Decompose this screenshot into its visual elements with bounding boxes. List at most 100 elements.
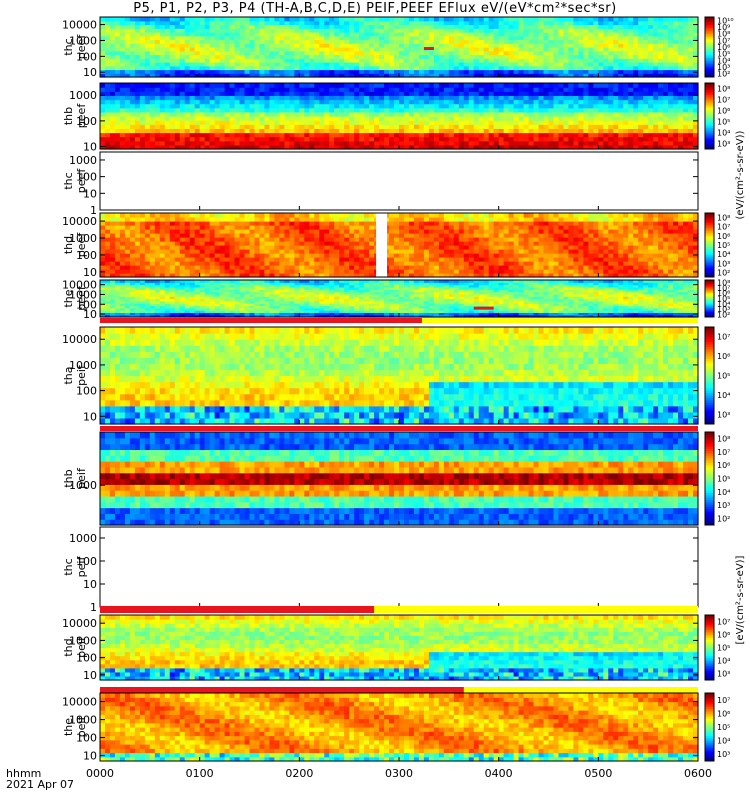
spectrogram-cell	[129, 269, 136, 274]
spectrogram-cell	[204, 221, 211, 226]
spectrogram-cell	[463, 144, 470, 150]
spectrogram-cell	[403, 269, 410, 274]
spectrogram-cell	[483, 132, 490, 138]
spectrogram-cell	[623, 83, 629, 88]
spectrogram-cell	[189, 217, 196, 222]
spectrogram-cell	[553, 120, 560, 125]
spectrogram-cell	[309, 265, 315, 270]
spectrogram-cell	[493, 116, 500, 121]
panel-label-product: peef	[75, 168, 88, 194]
spectrogram-cell	[463, 91, 470, 96]
spectrogram-cell	[648, 120, 654, 125]
spectrogram-cell	[169, 213, 176, 218]
spectrogram-cell	[408, 144, 415, 150]
spectrogram-cell	[264, 128, 271, 134]
spectrogram-cell	[618, 140, 624, 146]
spectrogram-cell	[134, 91, 141, 96]
spectrogram-cell	[249, 120, 256, 125]
spectrogram-cell	[553, 87, 560, 92]
spectrogram-cell	[384, 83, 390, 88]
spectrogram-cell	[124, 269, 131, 274]
spectrogram-cell	[394, 28, 400, 33]
spectrogram-cell	[209, 87, 216, 92]
spectrogram-cell	[598, 107, 604, 113]
spectrogram-cell	[334, 43, 340, 48]
spectrogram-cell	[663, 120, 669, 125]
spectrogram-cell	[329, 83, 335, 88]
spectrogram-cell	[134, 249, 141, 254]
spectrogram-cell	[463, 111, 470, 117]
spectrogram-cell	[668, 111, 674, 117]
spectrogram-cell	[558, 120, 565, 125]
spectrogram-cell	[403, 261, 410, 266]
spectrogram-cell	[154, 103, 161, 109]
spectrogram-cell	[508, 35, 515, 41]
spectrogram-cell	[513, 128, 520, 134]
spectrogram-cell	[344, 39, 350, 44]
spectrogram-cell	[528, 103, 535, 109]
spectrogram-cell	[149, 32, 156, 37]
spectrogram-cell	[169, 116, 176, 121]
spectrogram-cell	[194, 95, 201, 101]
spectrogram-cell	[274, 217, 280, 222]
spectrogram-cell	[389, 233, 395, 238]
spectrogram-cell	[209, 65, 216, 71]
spectrogram-cell	[668, 28, 674, 33]
spectrogram-cell	[279, 229, 285, 234]
colorbar-tick-label: 10⁴	[717, 56, 730, 65]
spectrogram-cell	[593, 39, 599, 44]
spectrogram-cell	[518, 65, 525, 71]
spectrogram-cell	[518, 47, 525, 52]
spectrogram-cell	[488, 140, 495, 146]
spectrogram-cell	[389, 269, 395, 274]
spectrogram-cell	[349, 229, 355, 234]
spectrogram-cell	[284, 39, 290, 44]
spectrogram-cell	[269, 241, 276, 246]
spectrogram-cell	[199, 28, 206, 33]
spectrogram-cell	[508, 91, 515, 96]
spectrogram-cell	[478, 39, 485, 44]
spectrogram-cell	[224, 58, 231, 63]
spectrogram-cell	[374, 111, 380, 117]
spectrogram-cell	[588, 20, 594, 26]
spectrogram-cell	[543, 47, 550, 52]
spectrogram-cell	[379, 35, 385, 41]
spectrogram-cell	[354, 225, 360, 230]
spectrogram-cell	[543, 62, 550, 67]
spectrogram-cell	[643, 35, 649, 41]
spectrogram-cell	[209, 111, 216, 117]
spectrogram-cell	[319, 107, 325, 113]
spectrogram-cell	[463, 20, 470, 26]
spectrogram-cell	[214, 241, 221, 246]
spectrogram-cell	[379, 103, 385, 109]
spectrogram-cell	[284, 265, 290, 270]
spectrogram-cell	[389, 140, 395, 146]
spectrogram-cell	[279, 107, 285, 113]
spectrogram-cell	[418, 124, 425, 129]
spectrogram-cell	[443, 58, 450, 63]
spectrogram-cell	[389, 20, 395, 26]
spectrogram-cell	[129, 35, 136, 41]
spectrogram-cell	[114, 144, 121, 150]
spectrogram-cell	[139, 269, 146, 274]
colorbar-cell	[705, 32, 714, 34]
spectrogram-cell	[144, 95, 151, 101]
spectrogram-cell	[179, 103, 186, 109]
spectrogram-cell	[369, 65, 375, 71]
spectrogram-cell	[279, 47, 285, 52]
spectrogram-cell	[154, 24, 161, 29]
spectrogram-cell	[548, 124, 555, 129]
spectrogram-cell	[359, 83, 365, 88]
spectrogram-cell	[339, 257, 345, 262]
spectrogram-cell	[384, 73, 390, 78]
spectrogram-cell	[688, 20, 694, 26]
spectrogram-cell	[643, 17, 649, 22]
spectrogram-cell	[399, 124, 405, 129]
spectrogram-cell	[284, 32, 290, 37]
spectrogram-cell	[483, 24, 490, 29]
spectrogram-cell	[513, 47, 520, 52]
spectrogram-cell	[349, 265, 355, 270]
spectrogram-cell	[658, 128, 664, 134]
spectrogram-cell	[179, 32, 186, 37]
spectrogram-cell	[548, 54, 555, 59]
